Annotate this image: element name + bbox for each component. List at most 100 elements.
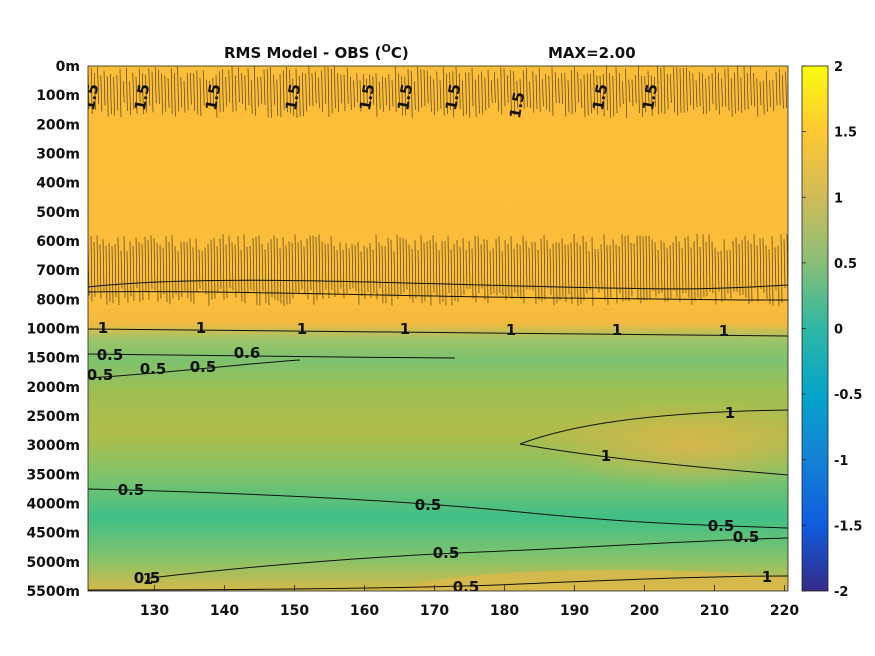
x-tick-label: 150: [280, 603, 309, 619]
chart-title-unit-tail: C): [391, 44, 409, 62]
colorbar-tick-label: -1: [834, 454, 848, 469]
y-tick-label: 500m: [36, 205, 80, 221]
y-tick-label: 5500m: [26, 584, 80, 600]
y-tick-label: 4000m: [26, 497, 80, 513]
y-tick-label: 1000m: [26, 322, 80, 338]
contour-band-middle: [88, 233, 788, 307]
x-tick-label: 190: [560, 603, 589, 619]
max-label: MAX=2.00: [548, 44, 636, 62]
colorbar-tick-label: -0.5: [834, 388, 862, 403]
contour-label: 0.5: [733, 528, 760, 546]
contour-line: [88, 291, 788, 301]
contour-label: 1.5: [639, 82, 661, 111]
y-tick-label: 5000m: [26, 555, 80, 571]
contour-labels: 1.5 1.5 1.5 1.5 1.5 1.5 1.5 1.5 1.5 1.5 1 1 1 1 1 1 1 0.5…: [80, 82, 772, 596]
x-tick-label: 200: [630, 603, 659, 619]
y-tick-label: 1500m: [26, 351, 80, 367]
contour-label: 1: [297, 320, 307, 338]
contour-line: [88, 279, 788, 290]
contour-label: 1.5: [356, 82, 378, 111]
plot-frame: [87, 65, 789, 592]
contour-label: 0.5: [87, 366, 114, 384]
contour-label: 0.6: [234, 344, 261, 362]
colorbar-tick-label: 1.5: [834, 126, 857, 141]
x-axis: 130 140 150 160 170 180 190 200 210 220: [140, 585, 799, 619]
y-tick-label: 700m: [36, 263, 80, 279]
y-tick-label: 2000m: [26, 380, 80, 396]
y-tick-label: 4500m: [26, 526, 80, 542]
contour-label: 0.5: [97, 346, 124, 364]
colorbar-gradient: [801, 65, 829, 592]
contour-label: 1.5: [506, 90, 528, 119]
contour-label: 0.5: [453, 578, 480, 596]
x-tick-label: 170: [420, 603, 449, 619]
contour-line: [519, 443, 788, 476]
y-tick-label: 300m: [36, 147, 80, 163]
contour-label: 0.5: [708, 517, 735, 535]
contour-label: 0.5: [415, 496, 442, 514]
contour-line: [519, 409, 788, 445]
x-tick-label: 160: [350, 603, 379, 619]
y-tick-label: 400m: [36, 176, 80, 192]
contour-label: 1.5: [589, 82, 611, 111]
chart-title-text: RMS Model - OBS (: [224, 44, 382, 62]
contour-label: 1: [601, 447, 611, 465]
contour-band-upper: [88, 66, 787, 119]
y-tick-label: 3000m: [26, 438, 80, 454]
contour-label: 1: [98, 319, 108, 337]
contour-label: 1.5: [442, 82, 464, 111]
contour-label: 1: [400, 320, 410, 338]
contour-label: 1.5: [131, 82, 153, 111]
x-tick-label: 220: [770, 603, 799, 619]
contour-label: 1.5: [394, 82, 416, 111]
x-tick-label: 210: [700, 603, 729, 619]
contour-label: 1.5: [282, 82, 304, 111]
chart-title: RMS Model - OBS (OC): [224, 42, 409, 62]
contour-label: 1.5: [80, 82, 102, 111]
colorbar: 2 1.5 1 0.5 0 -0.5 -1 -1.5 -2: [801, 60, 862, 600]
colorbar-tick-label: 2: [834, 60, 843, 75]
contour-label: 0.5: [118, 481, 145, 499]
contour-label: 1: [506, 321, 516, 339]
heatmap-field: [88, 66, 788, 591]
colorbar-tick-label: 1: [834, 191, 843, 206]
y-tick-label: 2500m: [26, 409, 80, 425]
contour-line: [88, 575, 788, 591]
contour-lines: [88, 279, 788, 591]
contour-label: 0.5: [140, 360, 167, 378]
contour-line: [88, 353, 456, 359]
colorbar-tick-label: 0: [834, 323, 843, 338]
contour-label: 1: [725, 404, 735, 422]
x-tick-label: 180: [490, 603, 519, 619]
colorbar-tick-label: -2: [834, 585, 848, 600]
x-tick-label: 140: [210, 603, 239, 619]
y-tick-label: 0m: [56, 59, 80, 75]
contour-line: [88, 359, 301, 379]
y-tick-label: 3500m: [26, 467, 80, 483]
contour-label: 1.5: [202, 82, 224, 111]
contour-label: 1: [762, 568, 772, 586]
contour-label: 1: [612, 321, 622, 339]
colorbar-ticks: 2 1.5 1 0.5 0 -0.5 -1 -1.5 -2: [802, 60, 862, 600]
contour-label: 1: [719, 322, 729, 340]
contour-hatch: [88, 233, 788, 307]
y-tick-label: 800m: [36, 292, 80, 308]
contour-label: 1: [143, 570, 153, 588]
y-tick-label: 200m: [36, 117, 80, 133]
contour-line: [88, 488, 788, 529]
y-axis: 0m 100m 200m 300m 400m 500m 600m 700m 800m 1000m 1…: [26, 59, 80, 600]
contour-line: [88, 328, 788, 337]
warm-region-deep: [540, 400, 788, 490]
plot-area: 1.5 1.5 1.5 1.5 1.5 1.5 1.5 1.5 1.5 1.5 1 1 1 1 1 1 1 0.5…: [80, 66, 788, 596]
contour-label: 0.5: [433, 544, 460, 562]
y-tick-label: 100m: [36, 88, 80, 104]
contour-hatch: [88, 66, 787, 119]
colorbar-tick-label: 0.5: [834, 257, 857, 272]
contour-label: 0.5: [190, 358, 217, 376]
chart-title-unit-sup: O: [382, 42, 391, 55]
colorbar-tick-label: -1.5: [834, 519, 862, 534]
y-tick-label: 600m: [36, 234, 80, 250]
contour-label: 1: [196, 319, 206, 337]
x-tick-label: 130: [140, 603, 169, 619]
